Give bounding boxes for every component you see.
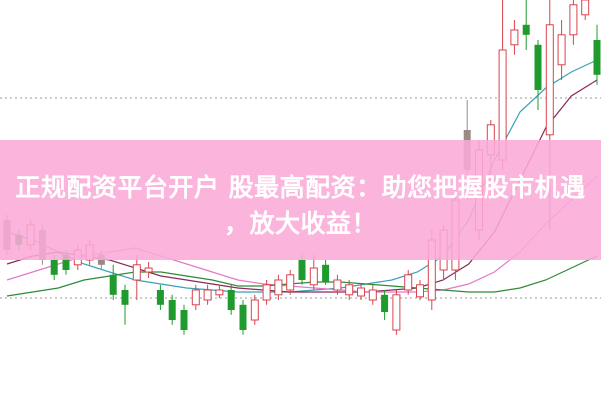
candle-body bbox=[227, 290, 235, 310]
candle bbox=[144, 262, 153, 278]
candle-body bbox=[593, 40, 601, 75]
candle-body bbox=[191, 289, 200, 306]
candle-body bbox=[416, 284, 424, 298]
candle bbox=[250, 294, 259, 325]
candle bbox=[368, 284, 377, 305]
candle bbox=[262, 280, 271, 305]
candle bbox=[121, 284, 129, 325]
candle-body bbox=[274, 279, 283, 296]
candle-body bbox=[510, 29, 519, 46]
candle-body bbox=[357, 287, 365, 297]
candle-body bbox=[203, 289, 212, 301]
banner-title-line1: 正规配资平台开户 股最高配资：助您把握股市机遇 bbox=[15, 173, 586, 202]
candle-body bbox=[545, 24, 554, 136]
candle-body bbox=[368, 289, 377, 301]
candle-body bbox=[250, 299, 259, 321]
candle-body bbox=[298, 260, 306, 280]
candle-body bbox=[381, 294, 389, 312]
candle bbox=[180, 304, 188, 335]
candle-body bbox=[557, 34, 566, 66]
candle bbox=[168, 294, 176, 325]
candle-body bbox=[333, 279, 342, 291]
candle bbox=[215, 286, 224, 298]
candle-body bbox=[345, 284, 354, 296]
candle-body bbox=[144, 267, 153, 273]
candle-body bbox=[156, 290, 164, 305]
candle bbox=[557, 20, 566, 80]
candle bbox=[345, 280, 354, 300]
banner-title-line2: ，放大收益！ bbox=[223, 209, 377, 238]
candle-body bbox=[62, 254, 70, 270]
candle bbox=[333, 274, 342, 295]
candle bbox=[522, 0, 530, 50]
candle-body bbox=[569, 4, 578, 36]
candle-body bbox=[392, 294, 401, 331]
candle-body bbox=[534, 44, 542, 90]
candle bbox=[203, 284, 212, 305]
candle bbox=[286, 270, 295, 295]
candle-body bbox=[404, 274, 413, 291]
candle-body bbox=[215, 289, 224, 296]
candle bbox=[357, 284, 365, 300]
candle bbox=[381, 290, 389, 320]
candle-body bbox=[168, 300, 176, 320]
candle-body bbox=[581, 0, 590, 16]
candle bbox=[322, 260, 330, 285]
candle-body bbox=[132, 264, 141, 281]
candle-body bbox=[50, 260, 58, 275]
candle bbox=[309, 254, 318, 290]
candle bbox=[593, 24, 601, 85]
candle bbox=[191, 284, 200, 310]
candle bbox=[416, 280, 424, 300]
candle bbox=[109, 264, 117, 300]
candle bbox=[239, 300, 247, 335]
candle-body bbox=[121, 290, 129, 305]
candle bbox=[569, 0, 578, 45]
candle bbox=[510, 20, 519, 55]
candle-body bbox=[109, 274, 117, 295]
candle bbox=[156, 284, 164, 310]
candle bbox=[404, 270, 413, 295]
candle-body bbox=[180, 310, 188, 330]
candle-body bbox=[309, 267, 318, 286]
candle bbox=[274, 274, 283, 300]
candle bbox=[132, 254, 141, 300]
candle-body bbox=[286, 274, 295, 291]
candle-body bbox=[262, 284, 271, 301]
candle-body bbox=[239, 304, 247, 330]
candle bbox=[581, 0, 590, 20]
candle bbox=[227, 284, 235, 315]
promo-banner: 正规配资平台开户 股最高配资：助您把握股市机遇 ，放大收益！ bbox=[0, 140, 601, 260]
candle-body bbox=[522, 24, 530, 35]
candle bbox=[392, 290, 401, 335]
candle-body bbox=[322, 264, 330, 282]
candle bbox=[534, 40, 542, 110]
